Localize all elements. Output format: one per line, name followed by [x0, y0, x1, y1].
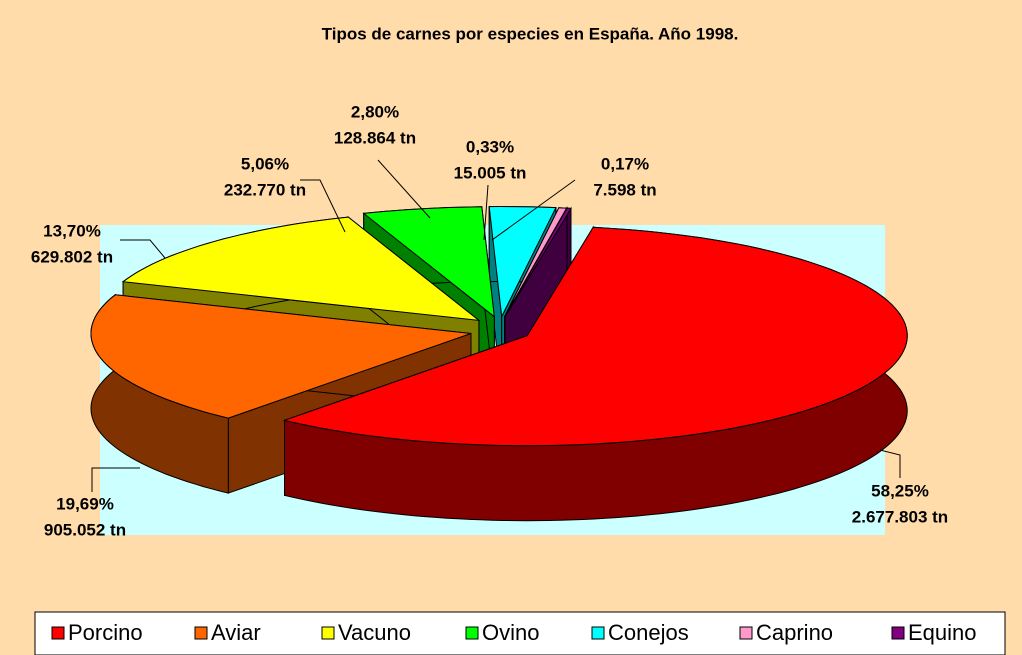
leader-line — [879, 449, 901, 478]
legend-swatch — [891, 626, 905, 640]
chart-title: Tipos de carnes por especies en España. … — [322, 24, 739, 43]
legend-label: Conejos — [608, 620, 689, 645]
data-label: 0,33% — [466, 137, 514, 156]
legend-swatch — [194, 626, 208, 640]
slice — [282, 226, 908, 447]
data-label: 905.052 tn — [44, 520, 126, 539]
legend-swatch — [51, 626, 65, 640]
leader-line — [491, 179, 576, 241]
legend-swatch — [321, 626, 335, 640]
data-label: 7.598 tn — [593, 180, 656, 199]
data-label: 19,69% — [56, 494, 114, 513]
slice — [488, 205, 557, 319]
legend-swatch — [465, 626, 479, 640]
data-label: 5,06% — [241, 154, 289, 173]
data-label: 13,70% — [43, 221, 101, 240]
leader-line — [91, 467, 140, 492]
legend-label: Caprino — [756, 620, 833, 645]
data-label: 128.864 tn — [334, 128, 416, 147]
legend-label: Aviar — [211, 620, 261, 645]
slice — [121, 216, 481, 322]
legend-swatch — [591, 626, 605, 640]
leader-line — [120, 239, 166, 259]
data-label: 15.005 tn — [454, 163, 527, 182]
data-label: 232.770 tn — [224, 180, 306, 199]
data-label: 2.677.803 tn — [852, 507, 948, 526]
legend-label: Vacuno — [338, 620, 411, 645]
slice — [504, 207, 572, 317]
data-label: 0,17% — [601, 154, 649, 173]
data-label: 629.802 tn — [31, 247, 113, 266]
data-label: 58,25% — [871, 481, 929, 500]
slice — [90, 294, 472, 419]
legend-swatch — [739, 626, 753, 640]
legend-label: Ovino — [482, 620, 539, 645]
data-label: 2,80% — [351, 102, 399, 121]
leader-line — [483, 184, 489, 241]
legend-label: Equino — [908, 620, 977, 645]
leader-line — [300, 179, 346, 233]
legend-label: Porcino — [68, 620, 143, 645]
leader-line — [377, 159, 431, 219]
